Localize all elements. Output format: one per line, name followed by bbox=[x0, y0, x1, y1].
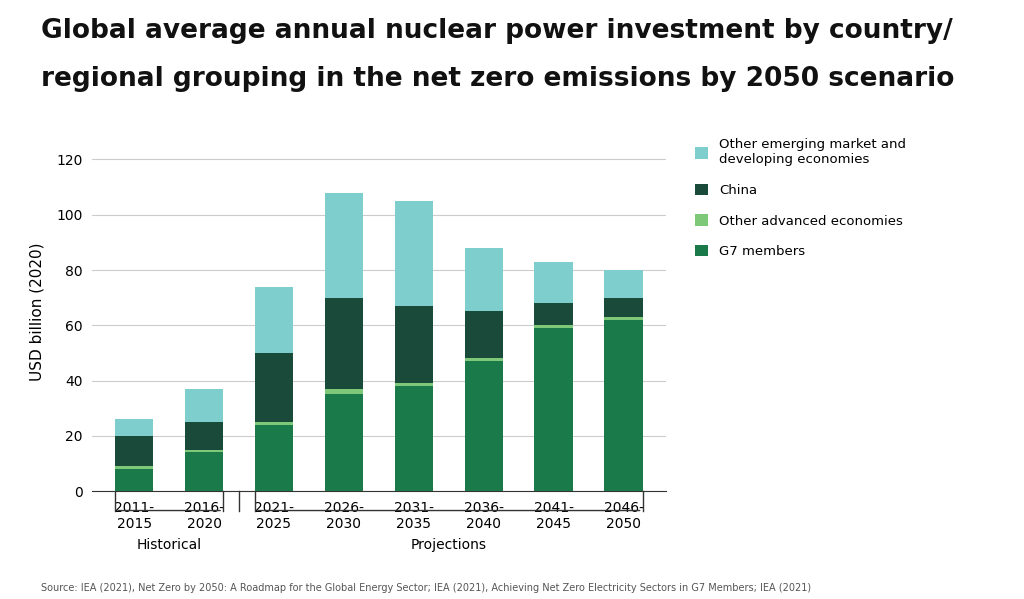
Bar bbox=[115, 469, 154, 491]
Bar bbox=[115, 419, 154, 436]
Bar bbox=[115, 466, 154, 469]
Bar bbox=[325, 389, 364, 394]
Bar bbox=[535, 262, 573, 303]
Bar bbox=[535, 328, 573, 491]
Bar bbox=[465, 248, 503, 311]
Bar bbox=[394, 201, 433, 306]
Bar bbox=[535, 325, 573, 328]
Text: Source: IEA (2021), Net Zero by 2050: A Roadmap for the Global Energy Sector; IE: Source: IEA (2021), Net Zero by 2050: A … bbox=[41, 583, 811, 593]
Bar bbox=[604, 270, 643, 298]
Bar bbox=[394, 386, 433, 491]
Bar bbox=[465, 358, 503, 361]
Text: Historical: Historical bbox=[136, 538, 202, 552]
Legend: Other emerging market and
developing economies, China, Other advanced economies,: Other emerging market and developing eco… bbox=[695, 138, 906, 258]
Bar bbox=[184, 450, 223, 452]
Bar bbox=[394, 306, 433, 383]
Bar bbox=[115, 436, 154, 466]
Bar bbox=[184, 389, 223, 422]
Bar bbox=[465, 311, 503, 358]
Bar bbox=[255, 425, 293, 491]
Y-axis label: USD billion (2020): USD billion (2020) bbox=[30, 242, 45, 381]
Bar bbox=[184, 422, 223, 450]
Bar bbox=[325, 193, 364, 298]
Bar bbox=[325, 298, 364, 389]
Bar bbox=[255, 353, 293, 422]
Bar bbox=[255, 286, 293, 353]
Bar bbox=[255, 422, 293, 425]
Bar bbox=[604, 320, 643, 491]
Bar bbox=[184, 452, 223, 491]
Bar bbox=[604, 317, 643, 320]
Bar bbox=[604, 298, 643, 317]
Text: Projections: Projections bbox=[411, 538, 486, 552]
Bar bbox=[465, 361, 503, 491]
Text: Global average annual nuclear power investment by country/: Global average annual nuclear power inve… bbox=[41, 18, 952, 44]
Bar bbox=[535, 303, 573, 325]
Bar bbox=[325, 394, 364, 491]
Bar bbox=[394, 383, 433, 386]
Text: regional grouping in the net zero emissions by 2050 scenario: regional grouping in the net zero emissi… bbox=[41, 66, 954, 92]
